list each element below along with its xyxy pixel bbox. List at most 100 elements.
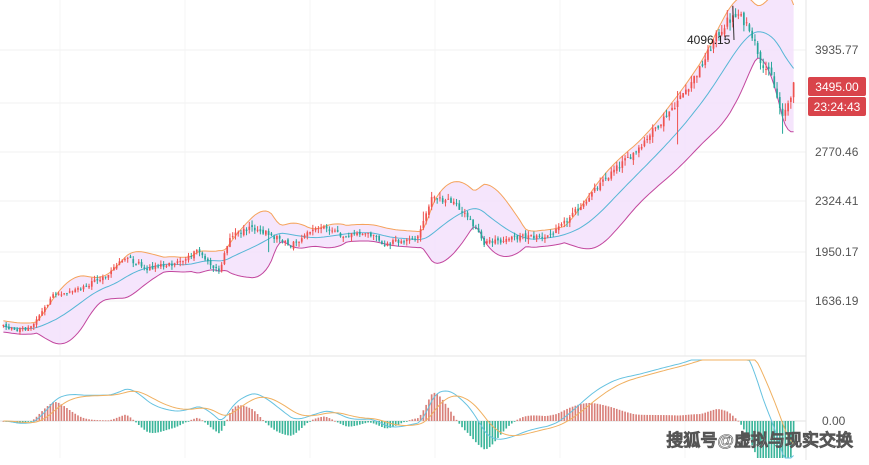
macd-histogram-bar (300, 421, 303, 428)
candle-body (284, 241, 287, 243)
macd-zero-tick-label: 0.00 (822, 414, 846, 428)
macd-histogram-bar (204, 421, 206, 423)
candle-body (408, 239, 411, 241)
candle (743, 11, 745, 32)
candle-body (524, 233, 527, 238)
candle (447, 193, 450, 200)
macd-histogram-bar (328, 418, 331, 421)
candle-body (734, 13, 737, 18)
macd-histogram-bar (165, 421, 168, 431)
candle-body (486, 241, 488, 244)
macd-histogram-bar (676, 415, 679, 421)
candle (563, 217, 566, 228)
macd-histogram-bar (790, 421, 792, 458)
candle-body (140, 262, 143, 267)
candle (292, 240, 295, 251)
macd-histogram-bar (784, 421, 787, 458)
candle (662, 112, 665, 132)
macd-histogram-bar (231, 408, 234, 421)
macd-histogram-bar (342, 421, 345, 426)
macd-histogram-bar (610, 407, 613, 421)
y-tick-label: 2324.41 (815, 194, 859, 208)
candle-body (668, 111, 671, 117)
candle-body (712, 40, 715, 49)
macd-histogram-bar (571, 406, 574, 421)
candle-body (118, 261, 121, 265)
macd-histogram-bar (132, 419, 135, 421)
time-tag: 23:24:43 (808, 97, 866, 116)
candle-body (223, 253, 226, 265)
macd-histogram-bar (245, 406, 248, 421)
macd-histogram-bar (278, 421, 281, 433)
candle-body (226, 246, 229, 254)
candle-body (273, 236, 276, 240)
candle (256, 226, 259, 233)
macd-histogram-bar (229, 412, 231, 421)
candle-body (450, 198, 452, 203)
macd-histogram-bar (693, 414, 695, 421)
candle (57, 291, 60, 296)
candle-body (566, 221, 568, 223)
candle-body (582, 203, 585, 207)
macd-histogram-bar (30, 421, 32, 422)
time-tag-label: 23:24:43 (814, 100, 861, 114)
macd-histogram-bar (563, 410, 566, 421)
candle (626, 151, 629, 158)
candle (629, 154, 632, 160)
candle-body (596, 188, 599, 190)
candle-body (381, 241, 383, 245)
candle-body (389, 243, 392, 246)
macd-histogram-bar (530, 415, 532, 421)
macd-histogram-bar (394, 421, 397, 426)
candle (336, 225, 339, 233)
macd-histogram-bar (732, 415, 734, 421)
candle-body (759, 52, 762, 64)
candle-body (513, 235, 516, 237)
candle-body (544, 237, 546, 240)
candle (615, 161, 618, 174)
candle-body (416, 236, 419, 239)
candle-body (552, 233, 555, 235)
macd-histogram-bar (110, 419, 112, 421)
macd-histogram-bar (748, 421, 751, 440)
candle-body (176, 261, 179, 263)
candle (657, 125, 660, 130)
candle-body (38, 315, 41, 321)
candle-body (455, 203, 458, 205)
candle-body (762, 65, 765, 68)
macd-histogram-bar (364, 421, 367, 424)
candle-body (231, 236, 234, 238)
macd-histogram-bar (403, 421, 405, 423)
candle-body (737, 14, 740, 16)
candle (325, 224, 328, 233)
candle-body (433, 196, 436, 199)
macd-histogram-bar (49, 403, 52, 421)
candle (566, 217, 568, 227)
y-tick-label: 1950.17 (815, 245, 859, 259)
macd-histogram-bar (439, 396, 441, 421)
candle (715, 30, 718, 48)
candle-body (654, 127, 657, 129)
candle-body (2, 324, 5, 327)
candle-body (137, 261, 140, 264)
candle-body (201, 252, 204, 256)
candle-body (687, 89, 690, 92)
candle-body (295, 241, 298, 243)
macd-histogram-bar (533, 415, 535, 421)
candle (10, 326, 13, 331)
bollinger-band-fill (3, 0, 794, 344)
candle (574, 206, 577, 215)
candle (386, 241, 389, 247)
macd-histogram-bar (734, 418, 737, 421)
macd-histogram-bar (284, 421, 287, 435)
candle (535, 234, 538, 243)
candle (530, 234, 532, 237)
candle (270, 231, 273, 237)
candle (701, 60, 704, 68)
candle (300, 234, 303, 244)
macd-histogram-bar (323, 416, 325, 421)
candle (463, 208, 466, 218)
candle (651, 124, 654, 143)
macd-histogram-bar (93, 419, 96, 421)
candle-body (30, 326, 32, 329)
